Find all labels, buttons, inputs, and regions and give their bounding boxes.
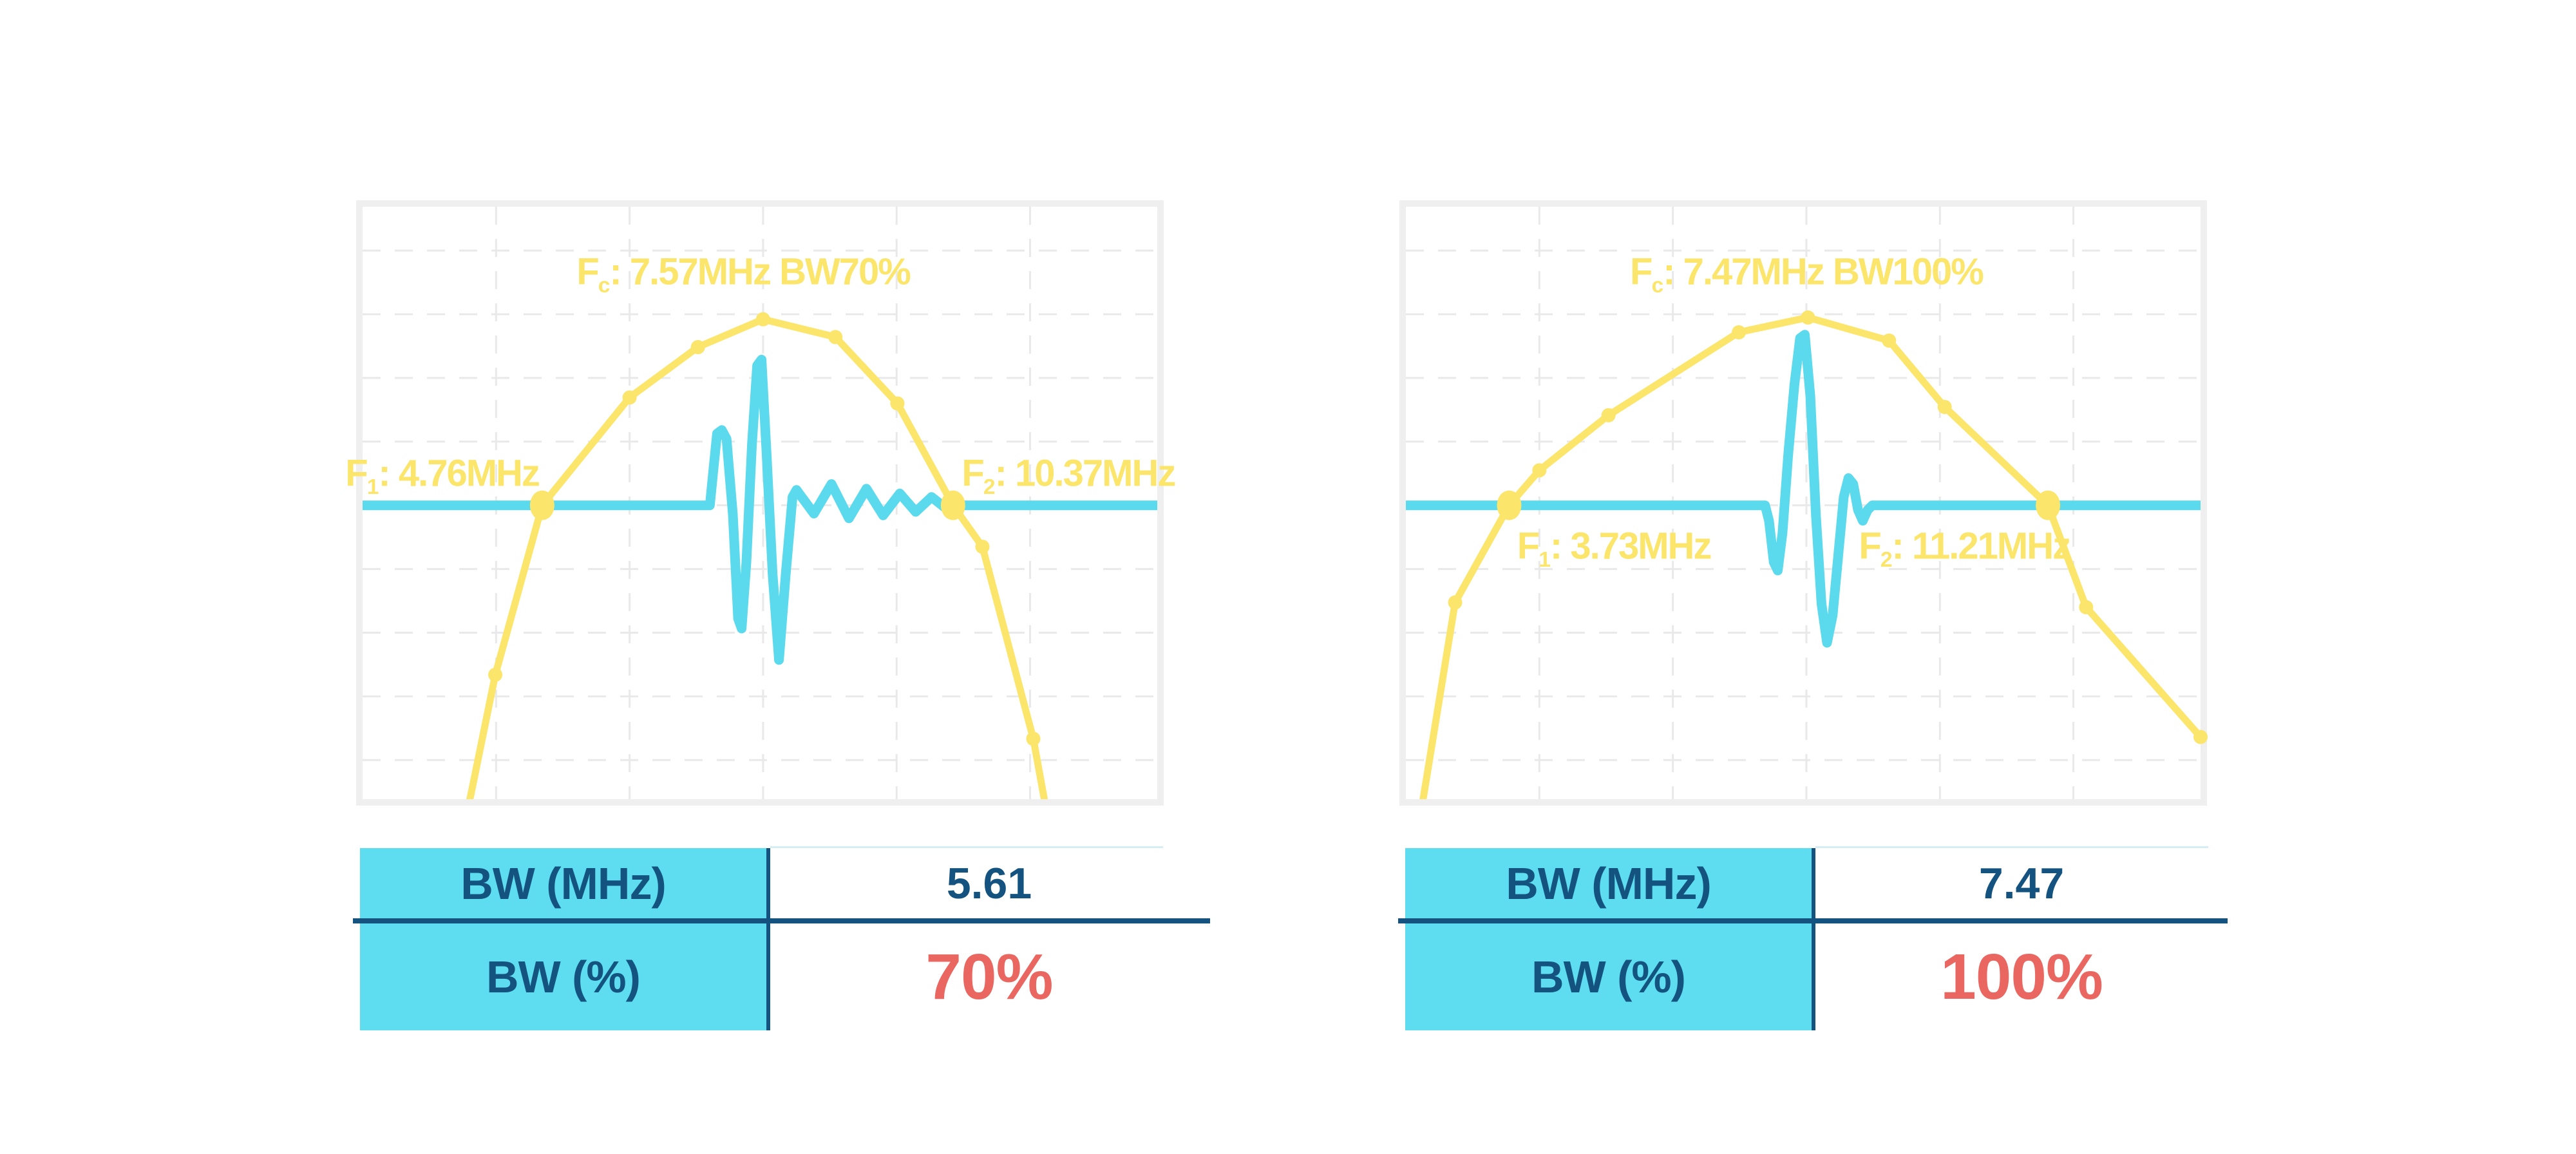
f1-annotation-prefix: F <box>1517 525 1540 567</box>
table-row-value-bw-pct: 100% <box>1815 923 2228 1030</box>
table-row-label-bw-pct: BW (%) <box>360 923 766 1030</box>
table-row-divider <box>353 918 1210 923</box>
chart-panel-bw100: Fc: 7.47MHz BW100% F1: 3.73MHz F2: 11.21… <box>1399 200 2208 806</box>
table-header-column-bg <box>360 848 766 1030</box>
table-value: 5.61 <box>946 858 1032 908</box>
fc-annotation: Fc: 7.57MHz BW70% <box>576 251 911 298</box>
fc-annotation-value: : 7.47MHz BW100% <box>1663 251 1984 293</box>
plot-area-bw70: Fc: 7.57MHz BW70% F1: 4.76MHz F2: 10.37M… <box>345 207 1176 799</box>
table-label: BW (%) <box>1531 952 1686 1002</box>
table-column-divider <box>766 848 770 1030</box>
fc-annotation-subscript: c <box>598 273 611 298</box>
table-top-light-divider <box>770 846 1163 848</box>
table-value-percent: 70% <box>925 940 1053 1013</box>
f1-annotation-prefix: F <box>345 451 368 494</box>
fc-annotation-prefix: F <box>576 251 599 293</box>
f2-annotation-value: : 10.37MHz <box>994 451 1177 494</box>
fc-annotation-value: : 7.57MHz BW70% <box>609 251 911 293</box>
table-row-value-bw-mhz: 5.61 <box>770 848 1208 918</box>
table-column-divider <box>1812 848 1815 1030</box>
table-row-divider <box>1398 918 2228 923</box>
f1-annotation: F1: 4.76MHz <box>345 451 540 499</box>
table-row-value-bw-mhz: 7.47 <box>1815 848 2228 918</box>
table-row-label-bw-mhz: BW (MHz) <box>360 848 766 918</box>
f2-annotation-subscript: 2 <box>1880 547 1893 572</box>
f1-annotation-subscript: 1 <box>1539 547 1551 572</box>
spectrum-pulse-svg-bw100 <box>1406 207 2208 799</box>
table-row-label-bw-mhz: BW (MHz) <box>1405 848 1812 918</box>
f1-annotation-value: : 3.73MHz <box>1549 525 1712 567</box>
f2-annotation-prefix: F <box>961 451 984 494</box>
f1-annotation-value: : 4.76MHz <box>378 451 540 494</box>
f2-annotation-subscript: 2 <box>983 475 996 499</box>
table-top-light-divider <box>1815 846 2208 848</box>
spectrum-pulse-svg-bw70 <box>363 207 1157 799</box>
table-header-column-bg <box>1405 848 1812 1030</box>
f1-annotation-subscript: 1 <box>366 475 379 499</box>
f2-annotation-prefix: F <box>1859 525 1881 567</box>
fc-annotation-prefix: F <box>1630 251 1653 293</box>
f2-annotation-value: : 11.21MHz <box>1891 525 2072 567</box>
chart-panel-bw70: Fc: 7.57MHz BW70% F1: 4.76MHz F2: 10.37M… <box>345 200 1176 806</box>
table-row-label-bw-pct: BW (%) <box>1405 923 1812 1030</box>
fc-annotation: Fc: 7.47MHz BW100% <box>1630 251 1984 298</box>
f1-annotation: F1: 3.73MHz <box>1517 525 1712 572</box>
table-label: BW (%) <box>486 952 641 1002</box>
f2-annotation: F2: 10.37MHz <box>961 451 1177 499</box>
fc-annotation-subscript: c <box>1651 273 1663 298</box>
table-row-value-bw-pct: 70% <box>770 923 1208 1030</box>
table-label: BW (MHz) <box>460 858 667 909</box>
table-label: BW (MHz) <box>1506 858 1712 909</box>
table-value: 7.47 <box>1978 858 2065 908</box>
table-value-percent: 100% <box>1940 940 2103 1013</box>
plot-area-bw100: Fc: 7.47MHz BW100% F1: 3.73MHz F2: 11.21… <box>1406 207 2208 799</box>
f2-annotation: F2: 11.21MHz <box>1859 525 2072 572</box>
